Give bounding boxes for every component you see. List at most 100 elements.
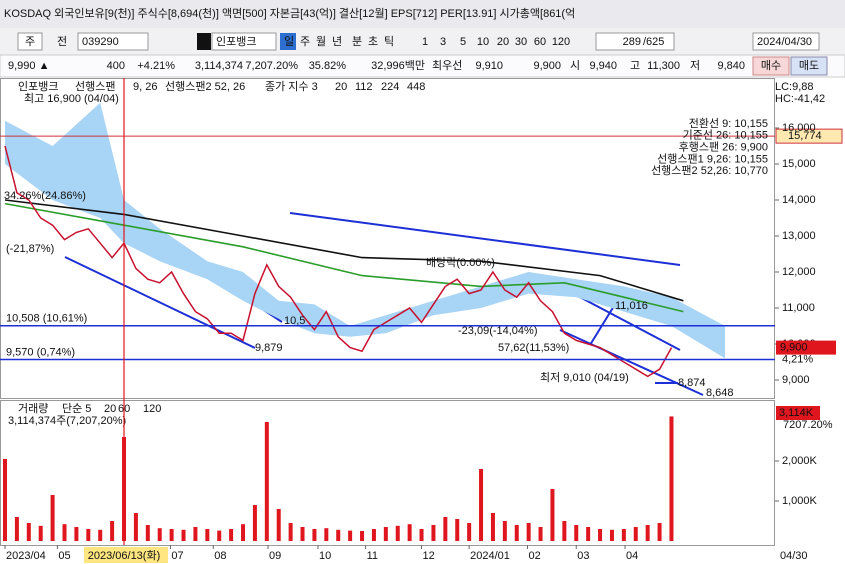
- annotation: 34.26%(24.86%): [4, 190, 86, 202]
- period: 월: [316, 35, 326, 48]
- count-box[interactable]: [595, 32, 675, 51]
- volume-bar: [371, 529, 376, 541]
- annotation: 9,879: [255, 342, 283, 354]
- volume-bar: [14, 517, 19, 541]
- cloud: [5, 102, 725, 359]
- volume-ma-label: 단순 5: [62, 402, 91, 415]
- legend-entry: 20: [335, 81, 347, 93]
- moving-average: [4, 202, 684, 313]
- name-box[interactable]: [211, 32, 277, 51]
- last-label: 9,900: [780, 342, 808, 354]
- volume-bar: [145, 525, 150, 541]
- market-box[interactable]: [17, 32, 43, 51]
- legend-entry: 224: [381, 81, 399, 93]
- quote-price: 9,990 ▲: [8, 60, 49, 72]
- x-tick-label: 02: [528, 550, 540, 562]
- quote-volume-rate: 7,207.20%: [245, 60, 298, 72]
- quote-bar: [0, 54, 845, 78]
- count: 289: [623, 36, 641, 48]
- volume-bar: [574, 525, 579, 541]
- volume-bar: [98, 529, 103, 541]
- volume-bar: [133, 513, 138, 541]
- volume-bar: [490, 513, 495, 541]
- annotation: -23,09(-14,04%): [458, 325, 538, 337]
- legend-entry: 인포뱅크: [18, 80, 58, 93]
- credit: 신: [199, 35, 209, 48]
- y-tick-label: 11,000: [782, 302, 815, 314]
- annotation: 8,648: [706, 387, 734, 399]
- y-tick-label: 2,000K: [782, 455, 818, 467]
- volume-bar: [181, 529, 186, 541]
- x-tick-label: 04: [626, 550, 638, 562]
- legend-entry: 112: [355, 81, 373, 93]
- volume-bar: [324, 528, 329, 541]
- x-tick-label: 08: [214, 550, 226, 562]
- x-tick-label: 12: [423, 550, 435, 562]
- interval: 60: [534, 36, 546, 48]
- date-box[interactable]: [752, 32, 820, 51]
- y-tick-label: 14,000: [782, 194, 816, 206]
- quote-rate: +4.21%: [137, 60, 175, 72]
- ichimoku-label: 전환선 9: 10,155: [689, 117, 768, 130]
- volume-bar: [657, 523, 662, 541]
- volume-bar: [526, 523, 531, 541]
- ichimoku-label: 후행스팬 26: 9,900: [679, 141, 768, 154]
- volume-bar: [229, 529, 234, 541]
- annotation: 10,5: [284, 315, 305, 327]
- volume-bar: [288, 523, 293, 541]
- volume-bar: [467, 523, 472, 541]
- volume-bar: [348, 530, 353, 541]
- volume-bar: [669, 416, 674, 541]
- interval: 30: [515, 36, 527, 48]
- volume-tag: [776, 406, 820, 420]
- volume-bar: [645, 525, 650, 541]
- volume-bar: [205, 529, 210, 541]
- volume-ma-label: 20: [104, 403, 116, 415]
- volume-bar: [633, 527, 638, 541]
- interval: 120: [552, 36, 570, 48]
- quote-open-label: 시: [570, 60, 580, 72]
- volume-title: 거래량: [18, 402, 48, 415]
- annotation: 최저 9,010 (04/19): [540, 371, 629, 384]
- volume-info: 3,114,374주(7,207,20%): [8, 415, 126, 427]
- legend-entry: 선행스팬2 52, 26: [165, 80, 245, 93]
- volume-bar: [562, 521, 567, 541]
- volume-bar: [264, 422, 269, 541]
- period: 년: [332, 35, 342, 48]
- cursor-label: 2023/06/13(화): [88, 549, 161, 562]
- volume-bar: [276, 509, 281, 541]
- market: 주: [25, 36, 35, 48]
- prev: 전: [57, 35, 67, 48]
- quote-sell: 매도: [799, 59, 819, 72]
- volume-bar: [383, 527, 388, 541]
- quote-open: 9,940: [589, 60, 617, 72]
- volume-bar: [62, 524, 67, 541]
- period: 주: [300, 36, 310, 48]
- lc: LC:9,88: [775, 81, 814, 93]
- volume-bar: [502, 521, 507, 541]
- hline-label: 9,570 (0,74%): [6, 346, 75, 358]
- quote-best-label: 최우선: [432, 59, 462, 72]
- credit-box: [197, 33, 211, 50]
- volume-bar: [50, 495, 55, 541]
- volume-bar: [38, 525, 43, 541]
- quote-ask: 9,910: [475, 60, 503, 72]
- ichimoku-label: 선행스팬1 9,26: 10,155: [657, 152, 768, 165]
- trendline: [289, 212, 681, 266]
- volume-bar: [360, 531, 365, 541]
- cursor-date-box: [84, 547, 168, 563]
- volume-bar: [300, 527, 305, 541]
- code-box[interactable]: [77, 32, 149, 51]
- buy-button[interactable]: [752, 56, 790, 76]
- volume-bar: [514, 525, 519, 541]
- volume-last: 3,114K: [779, 407, 814, 419]
- x-tick-label: 03: [577, 550, 589, 562]
- hline-label: 15,774: [788, 130, 822, 142]
- volume-bar: [169, 529, 174, 541]
- hline-label: 10,508 (10,61%): [6, 313, 87, 325]
- quote-low: 9,840: [717, 60, 745, 72]
- sell-button[interactable]: [790, 56, 828, 76]
- annotation: 57,62(11,53%): [498, 342, 569, 354]
- ichimoku-label: 기준선 26: 10,155: [683, 129, 768, 142]
- y-tick-label: 1,000K: [782, 495, 818, 507]
